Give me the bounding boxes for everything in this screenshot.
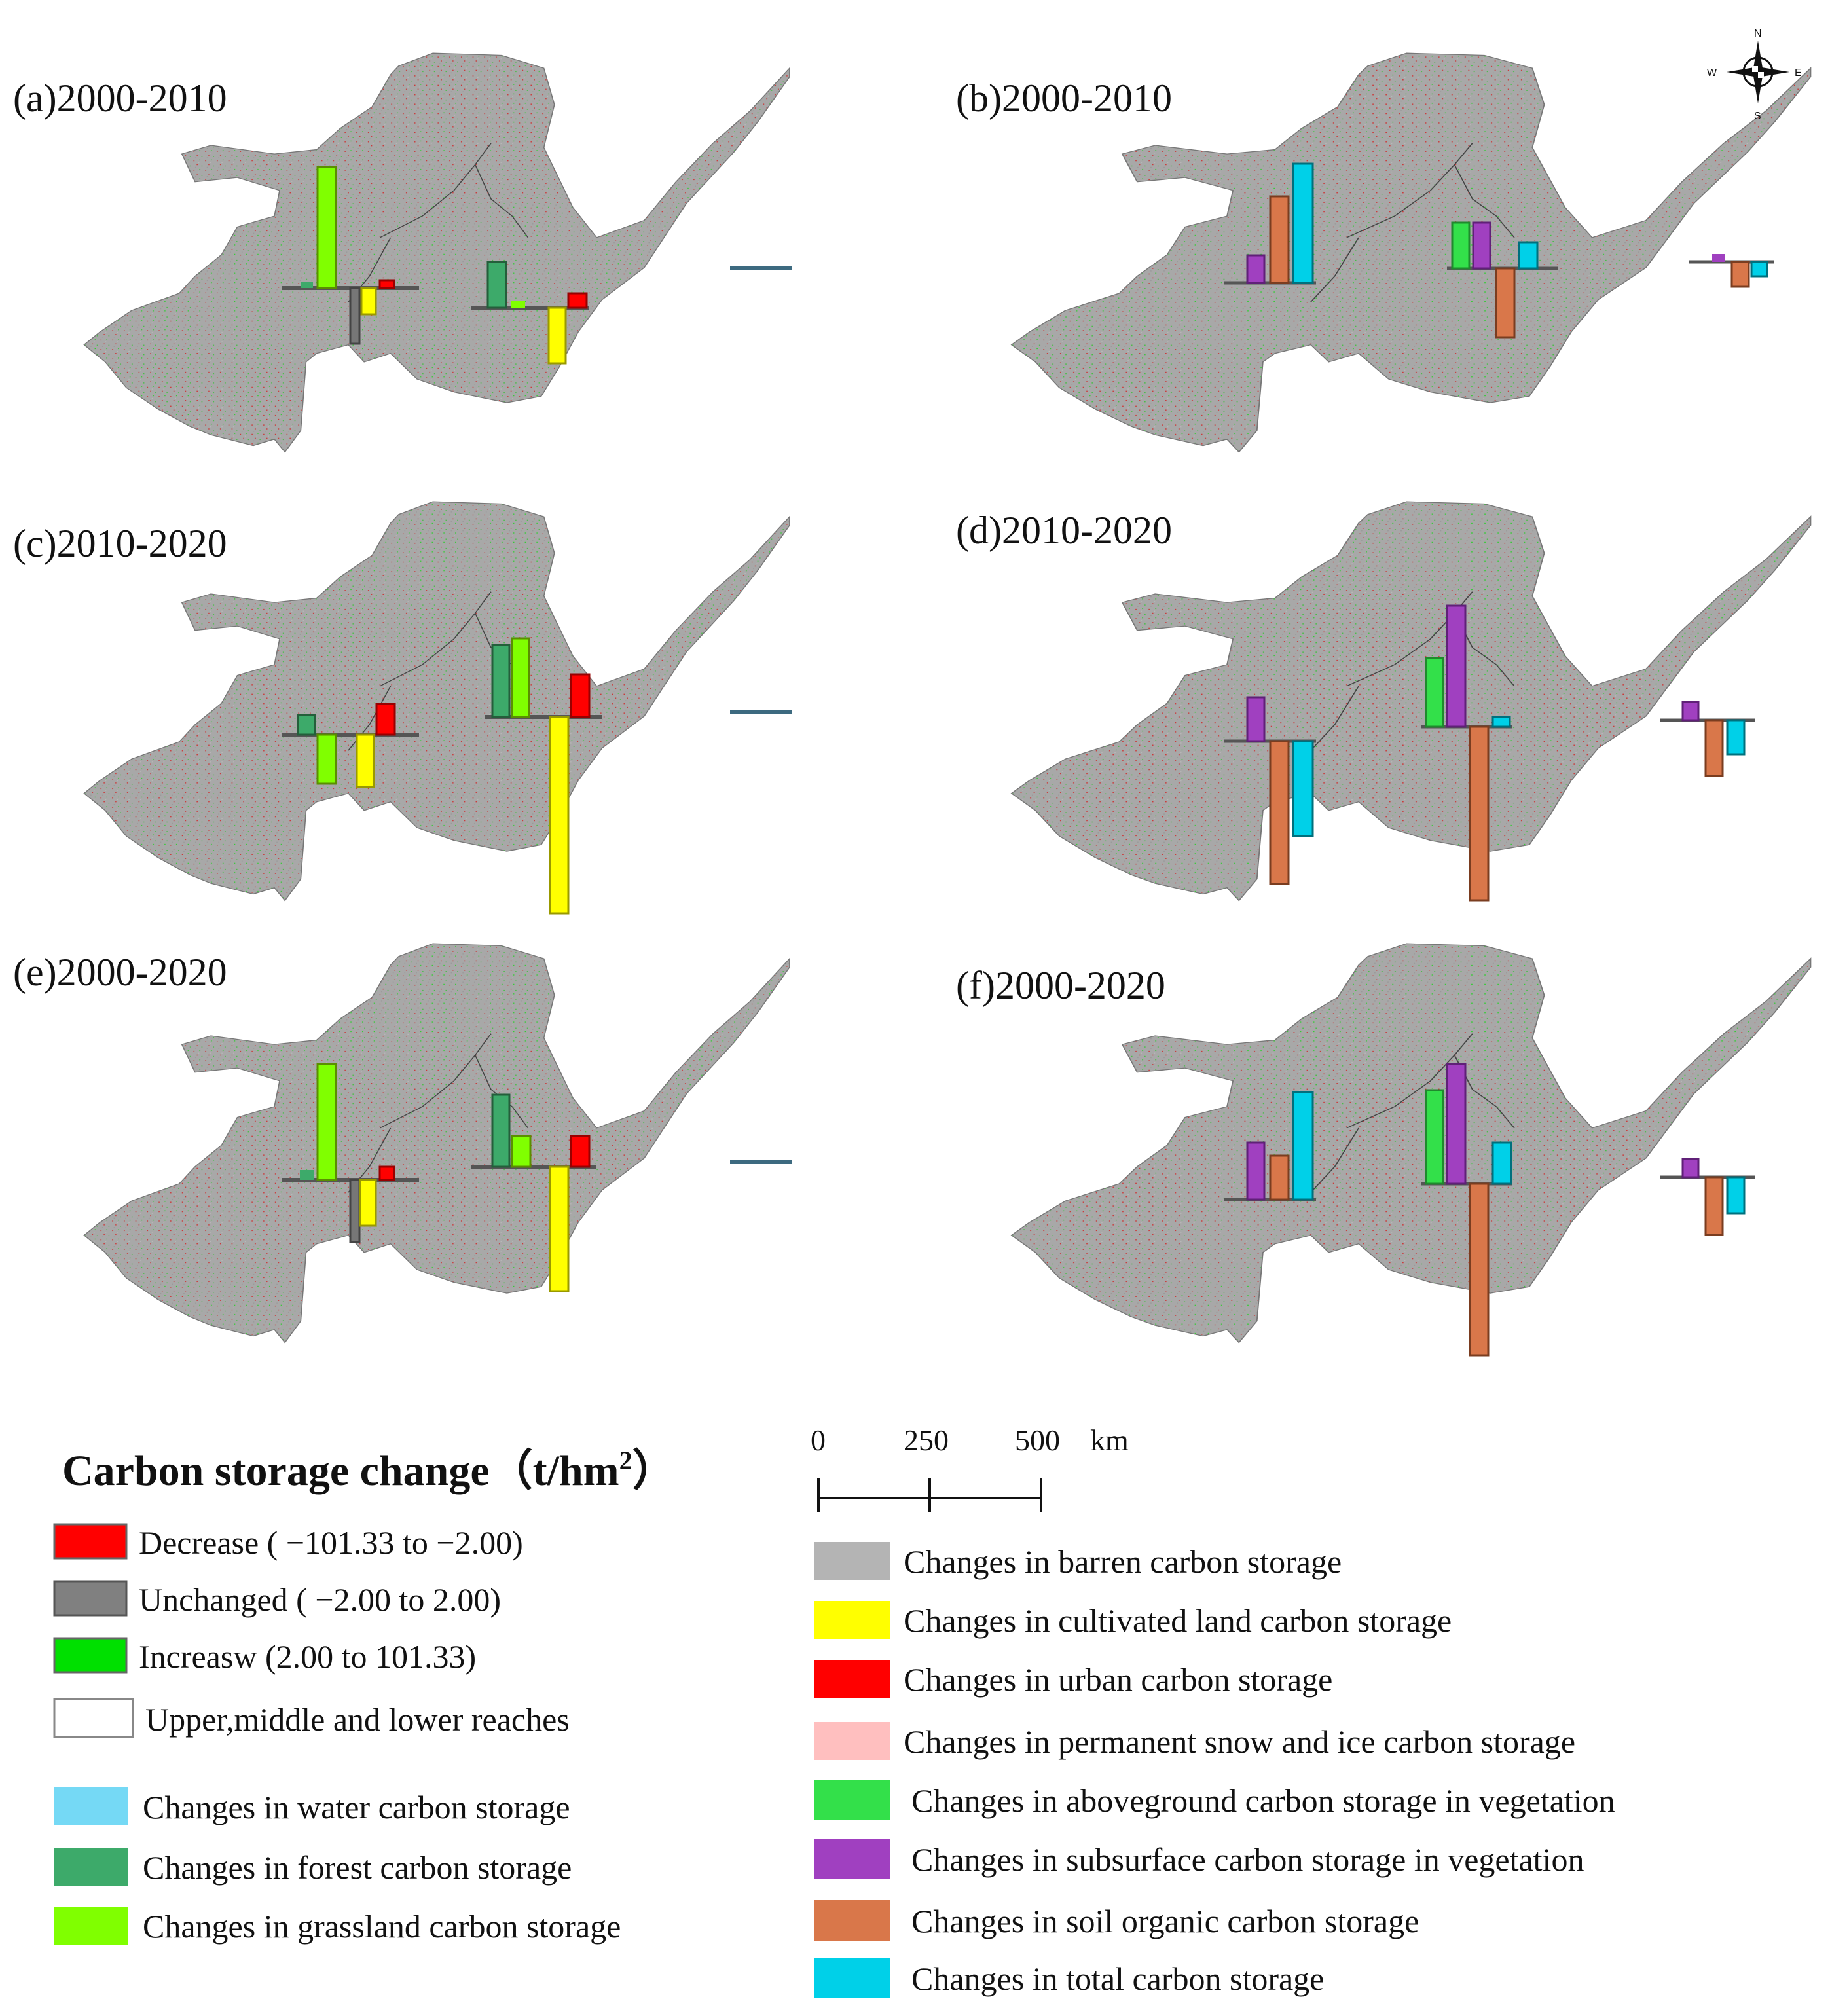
- legend-swatch: [53, 1523, 128, 1560]
- bar-group-a-middle: [471, 261, 589, 365]
- legend-label: Changes in cultivated land carbon storag…: [904, 1602, 1452, 1639]
- legend-label: Changes in total carbon storage: [911, 1960, 1324, 1997]
- legend-label: Changes in grassland carbon storage: [143, 1908, 621, 1945]
- compass: N S E W: [1707, 28, 1802, 122]
- basin-map-e: [83, 943, 790, 1344]
- legend-swatch: [53, 1637, 128, 1674]
- scale-unit: km: [1090, 1423, 1129, 1457]
- panel-b: (b)2000-2010 N S E: [956, 28, 1812, 453]
- bar-group-d-middle: [1421, 604, 1512, 902]
- legend-label: Changes in subsurface carbon storage in …: [911, 1841, 1584, 1878]
- legend-swatch: [814, 1542, 890, 1580]
- legend-swatch: [814, 1900, 890, 1941]
- bar-group-f-middle: [1421, 1063, 1512, 1357]
- legend-label: Changes in barren carbon storage: [904, 1543, 1342, 1580]
- legend-swatch: [814, 1722, 890, 1760]
- legend-aboveground: Changes in aboveground carbon storage in…: [814, 1780, 1615, 1820]
- legend-swatch: [814, 1601, 890, 1639]
- legend-urban: Changes in urban carbon storage: [814, 1660, 1332, 1698]
- legend-swatch: [54, 1907, 128, 1945]
- legend-label: Unchanged ( −2.00 to 2.00): [139, 1581, 501, 1618]
- scale-bar: 0 250 500 km: [811, 1423, 1129, 1512]
- legend-label: Changes in soil organic carbon storage: [911, 1903, 1419, 1939]
- legend-swatch: [814, 1958, 890, 1998]
- legend-cultivated: Changes in cultivated land carbon storag…: [814, 1601, 1452, 1639]
- compass-s: S: [1754, 111, 1761, 122]
- scale-tick-0: 0: [811, 1423, 826, 1457]
- legend-title: Carbon storage change（t/hm2）: [62, 1446, 676, 1495]
- legend-swatch: [54, 1848, 128, 1886]
- legend-label: Changes in urban carbon storage: [904, 1661, 1332, 1698]
- legend-swatch: [814, 1780, 890, 1820]
- panel-title-c: (c)2010-2020: [13, 522, 227, 565]
- legend-label: Changes in permanent snow and ice carbon…: [904, 1723, 1575, 1760]
- legend-class-unchanged: Unchanged ( −2.00 to 2.00): [53, 1580, 501, 1618]
- bar-group-e-upper: [282, 1063, 419, 1243]
- legend-label: Upper,middle and lower reaches: [145, 1701, 570, 1738]
- compass-e: E: [1795, 67, 1802, 79]
- legend-barren: Changes in barren carbon storage: [814, 1542, 1342, 1580]
- compass-n: N: [1754, 28, 1762, 39]
- legend: Carbon storage change（t/hm2） Decrease ( …: [53, 1423, 1615, 1998]
- panel-title-e: (e)2000-2020: [13, 951, 227, 994]
- bar-group-e-middle: [471, 1093, 596, 1292]
- legend-label: Increasw (2.00 to 101.33): [139, 1638, 476, 1675]
- panel-f: (f)2000-2020: [956, 943, 1812, 1357]
- legend-water: Changes in water carbon storage: [54, 1787, 570, 1825]
- legend-snow-ice: Changes in permanent snow and ice carbon…: [814, 1722, 1575, 1760]
- legend-label: Changes in forest carbon storage: [143, 1849, 572, 1886]
- bar-group-c-upper: [282, 703, 419, 788]
- legend-label: Changes in water carbon storage: [143, 1789, 570, 1825]
- legend-class-reaches: Upper,middle and lower reaches: [53, 1698, 570, 1738]
- panel-title-f: (f)2000-2020: [956, 964, 1165, 1007]
- legend-grassland: Changes in grassland carbon storage: [54, 1907, 621, 1945]
- bar-group-b-lower: [1689, 254, 1774, 288]
- bar-group-f-lower: [1660, 1158, 1755, 1236]
- bar-group-d-upper: [1224, 696, 1316, 885]
- bar-group-f-upper: [1224, 1091, 1316, 1201]
- bar-group-b-middle: [1447, 221, 1558, 339]
- panel-c: (c)2010-2020: [13, 501, 792, 915]
- legend-swatch: [814, 1660, 890, 1698]
- legend-swatch: [53, 1580, 128, 1617]
- legend-class-decrease: Decrease ( −101.33 to −2.00): [53, 1523, 523, 1561]
- legend-label: Changes in aboveground carbon storage in…: [911, 1782, 1615, 1819]
- bar-group-d-lower: [1660, 701, 1755, 777]
- bar-group-b-upper: [1224, 162, 1316, 285]
- bar-group-c-middle: [485, 637, 602, 915]
- legend-soil-organic: Changes in soil organic carbon storage: [814, 1900, 1419, 1941]
- legend-swatch: [54, 1787, 128, 1825]
- panel-e: (e)2000-2020: [13, 943, 792, 1344]
- scale-tick-250: 250: [904, 1423, 949, 1457]
- bar-group-a-upper: [282, 166, 419, 345]
- panel-a: (a)2000-2010: [13, 52, 792, 453]
- legend-subsurface: Changes in subsurface carbon storage in …: [814, 1839, 1584, 1879]
- panel-title-b: (b)2000-2010: [956, 77, 1172, 120]
- legend-forest: Changes in forest carbon storage: [54, 1848, 572, 1886]
- panel-d: (d)2010-2020: [956, 501, 1812, 902]
- compass-w: W: [1707, 67, 1717, 79]
- legend-swatch: [814, 1839, 890, 1879]
- legend-class-increase: Increasw (2.00 to 101.33): [53, 1637, 476, 1675]
- scale-tick-500: 500: [1015, 1423, 1060, 1457]
- legend-swatch: [53, 1698, 134, 1738]
- panel-title-a: (a)2000-2010: [13, 77, 227, 120]
- panel-title-d: (d)2010-2020: [956, 509, 1172, 552]
- legend-total: Changes in total carbon storage: [814, 1958, 1324, 1998]
- legend-label: Decrease ( −101.33 to −2.00): [139, 1524, 523, 1561]
